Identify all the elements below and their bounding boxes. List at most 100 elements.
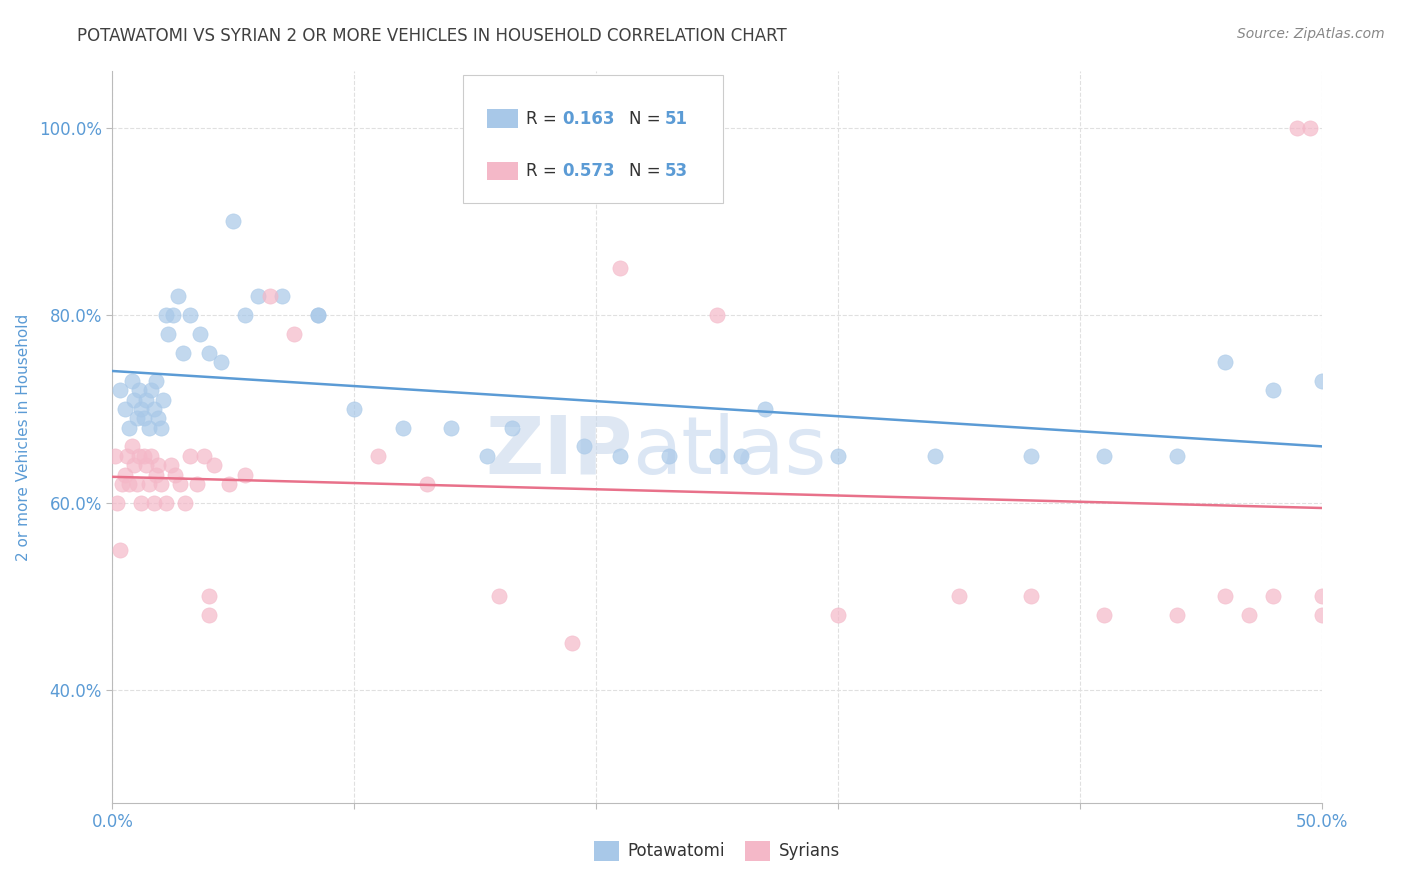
Y-axis label: 2 or more Vehicles in Household: 2 or more Vehicles in Household xyxy=(15,313,31,561)
Text: R =: R = xyxy=(526,161,562,180)
Point xyxy=(128,449,150,463)
Point xyxy=(1237,608,1260,623)
Point xyxy=(1021,590,1043,604)
Point xyxy=(924,449,946,463)
Point xyxy=(209,355,232,369)
FancyBboxPatch shape xyxy=(488,110,517,128)
Point xyxy=(108,383,131,397)
Point xyxy=(105,496,128,510)
Point xyxy=(1286,120,1309,135)
Point xyxy=(246,289,269,303)
Point xyxy=(235,467,257,482)
Point xyxy=(609,261,631,276)
Text: N =: N = xyxy=(628,161,665,180)
Text: Source: ZipAtlas.com: Source: ZipAtlas.com xyxy=(1237,27,1385,41)
Point xyxy=(477,449,499,463)
Point xyxy=(169,477,191,491)
Point xyxy=(138,420,160,434)
Point xyxy=(135,458,157,473)
Point xyxy=(218,477,240,491)
Point xyxy=(270,289,292,303)
Point xyxy=(148,458,170,473)
Point xyxy=(1310,590,1333,604)
Point xyxy=(1213,590,1236,604)
Point xyxy=(149,477,172,491)
Point xyxy=(706,449,728,463)
Point xyxy=(235,308,257,322)
FancyBboxPatch shape xyxy=(463,75,723,203)
Point xyxy=(131,496,153,510)
Point xyxy=(609,449,631,463)
Point xyxy=(104,449,127,463)
Text: 0.163: 0.163 xyxy=(562,110,614,128)
Point xyxy=(948,590,970,604)
Point xyxy=(658,449,681,463)
Point xyxy=(132,449,155,463)
Point xyxy=(193,449,215,463)
Point xyxy=(827,608,849,623)
Point xyxy=(128,383,150,397)
Text: ZIP: ZIP xyxy=(485,413,633,491)
Point xyxy=(118,477,141,491)
Point xyxy=(391,420,413,434)
Text: POTAWATOMI VS SYRIAN 2 OR MORE VEHICLES IN HOUSEHOLD CORRELATION CHART: POTAWATOMI VS SYRIAN 2 OR MORE VEHICLES … xyxy=(77,27,787,45)
Point xyxy=(827,449,849,463)
Point xyxy=(141,383,163,397)
Point xyxy=(114,401,136,416)
Point xyxy=(115,449,138,463)
Point xyxy=(283,326,305,341)
Point xyxy=(135,392,157,407)
Point xyxy=(1021,449,1043,463)
Point xyxy=(145,374,167,388)
Point xyxy=(172,345,194,359)
Legend: Potawatomi, Syrians: Potawatomi, Syrians xyxy=(588,834,846,868)
Point xyxy=(198,345,221,359)
Text: R =: R = xyxy=(526,110,562,128)
Point xyxy=(202,458,225,473)
Point xyxy=(148,411,170,425)
Point xyxy=(157,326,180,341)
Point xyxy=(1310,608,1333,623)
Point xyxy=(343,401,366,416)
Point xyxy=(132,411,155,425)
Point xyxy=(367,449,389,463)
Point xyxy=(179,308,201,322)
Point xyxy=(259,289,281,303)
Point xyxy=(730,449,752,463)
Point xyxy=(754,401,776,416)
Point xyxy=(186,477,208,491)
Point xyxy=(152,392,174,407)
Point xyxy=(1213,355,1236,369)
Point xyxy=(488,590,510,604)
Point xyxy=(174,496,197,510)
Point xyxy=(706,308,728,322)
Point xyxy=(111,477,134,491)
Point xyxy=(145,467,167,482)
Text: 51: 51 xyxy=(665,110,688,128)
Point xyxy=(155,308,177,322)
Point xyxy=(198,608,221,623)
Point xyxy=(1263,590,1285,604)
Point xyxy=(138,477,160,491)
Point xyxy=(125,477,148,491)
Point xyxy=(121,440,143,454)
Point xyxy=(307,308,329,322)
Point xyxy=(108,542,131,557)
FancyBboxPatch shape xyxy=(488,161,517,180)
Point xyxy=(501,420,523,434)
Point xyxy=(166,289,188,303)
Point xyxy=(131,401,153,416)
Point xyxy=(1166,608,1188,623)
Point xyxy=(416,477,439,491)
Point xyxy=(141,449,163,463)
Point xyxy=(1298,120,1320,135)
Text: 53: 53 xyxy=(665,161,688,180)
Point xyxy=(440,420,463,434)
Point xyxy=(142,496,165,510)
Point xyxy=(125,411,148,425)
Point xyxy=(122,392,145,407)
Point xyxy=(188,326,211,341)
Point xyxy=(165,467,187,482)
Point xyxy=(149,420,172,434)
Text: atlas: atlas xyxy=(633,413,827,491)
